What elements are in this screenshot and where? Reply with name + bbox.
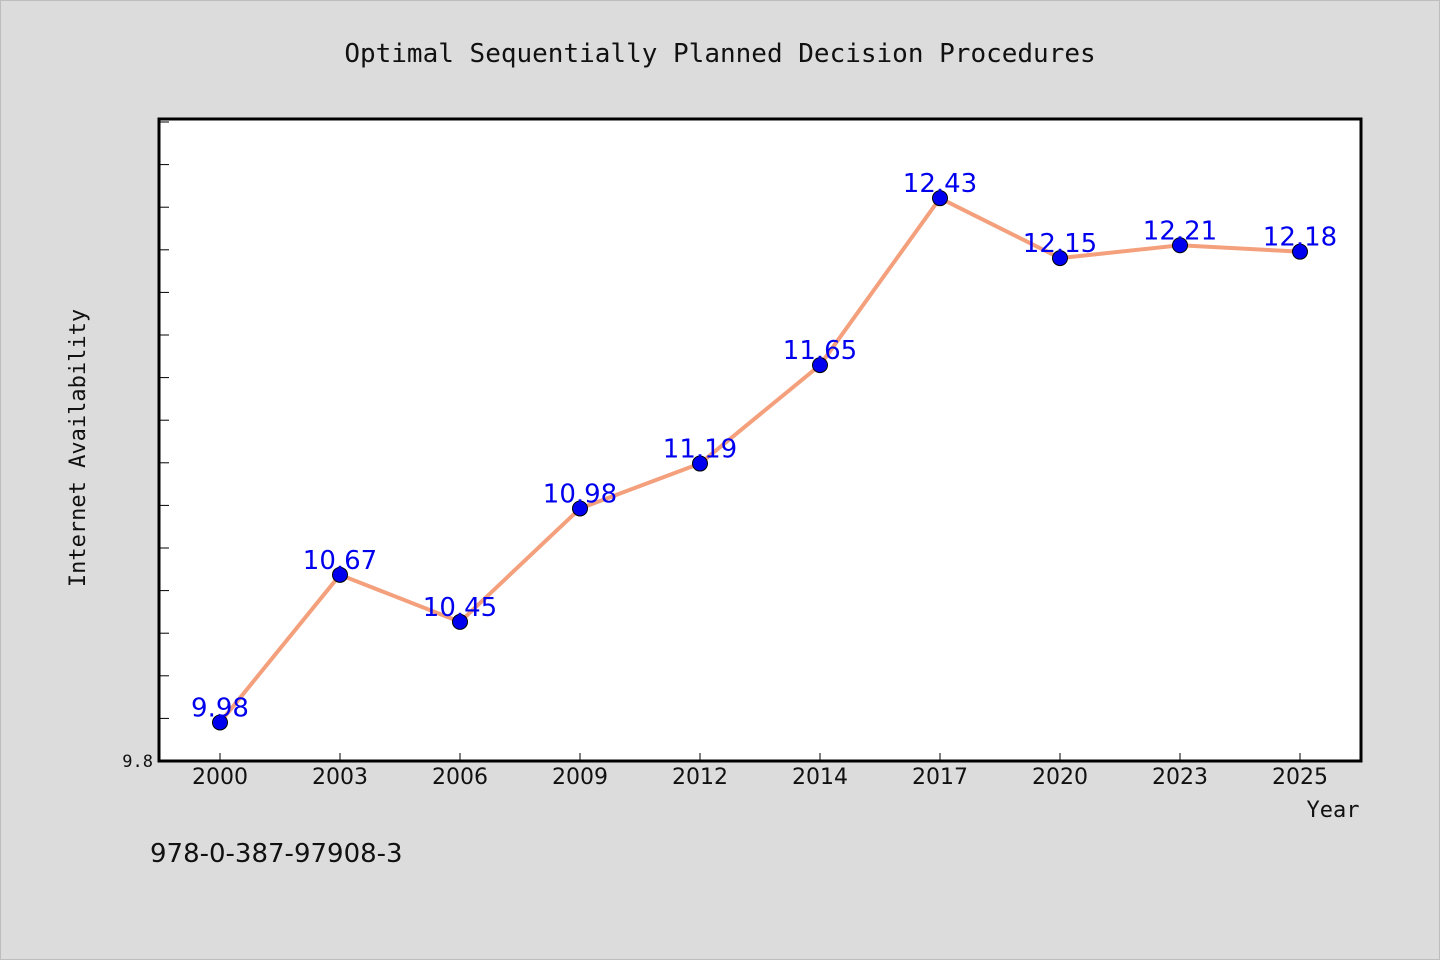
x-tick-label: 2025 xyxy=(1272,765,1328,790)
x-tick-label: 2000 xyxy=(192,765,248,790)
data-point xyxy=(932,190,948,207)
data-point xyxy=(452,613,468,630)
data-label: 10.98 xyxy=(543,479,617,509)
data-point xyxy=(332,566,348,583)
x-tick-label: 2006 xyxy=(432,765,488,790)
series-line xyxy=(218,196,1301,724)
data-labels: 9.98 10.67 10.45 10.98 11.19 11.65 12.43 12.15 1… xyxy=(191,169,1337,723)
data-point xyxy=(212,714,228,731)
x-tick-label: 2014 xyxy=(792,765,848,790)
y-axis-label: Internet Availability xyxy=(66,309,91,587)
y-axis-ticks xyxy=(159,121,169,762)
data-label: 10.45 xyxy=(423,593,497,623)
chart-title: Optimal Sequentially Planned Decision Pr… xyxy=(344,39,1095,69)
data-point xyxy=(812,357,828,374)
data-label: 11.65 xyxy=(783,336,857,366)
data-label: 12.21 xyxy=(1143,216,1217,246)
data-markers xyxy=(212,190,1308,731)
data-point xyxy=(1292,243,1308,260)
data-point xyxy=(692,455,708,472)
data-label: 10.67 xyxy=(303,546,377,576)
x-tick-label: 2012 xyxy=(672,765,728,790)
x-tick-label: 2020 xyxy=(1032,765,1088,790)
data-label: 12.18 xyxy=(1263,223,1337,253)
x-axis-tick-labels: 2000 2003 2006 2009 2012 2014 2017 2020 2023 2025 xyxy=(192,753,1328,790)
y-tick-label: 9.8 xyxy=(122,752,153,772)
plot-area xyxy=(157,117,1363,763)
data-label: 9.98 xyxy=(191,693,249,723)
x-tick-label: 2023 xyxy=(1152,765,1208,790)
x-tick-label: 2003 xyxy=(312,765,368,790)
data-label: 12.43 xyxy=(903,169,977,199)
y-axis-tick-labels: 9.8 xyxy=(122,752,153,772)
x-tick-label: 2009 xyxy=(552,765,608,790)
data-point xyxy=(572,500,588,517)
data-label: 12.15 xyxy=(1023,229,1097,259)
isbn-caption: 978-0-387-97908-3 xyxy=(150,839,403,869)
x-axis-label: Year xyxy=(1307,798,1360,823)
data-point xyxy=(1172,237,1188,254)
data-label: 11.19 xyxy=(663,435,737,465)
x-tick-label: 2017 xyxy=(912,765,968,790)
data-point xyxy=(1052,250,1068,267)
